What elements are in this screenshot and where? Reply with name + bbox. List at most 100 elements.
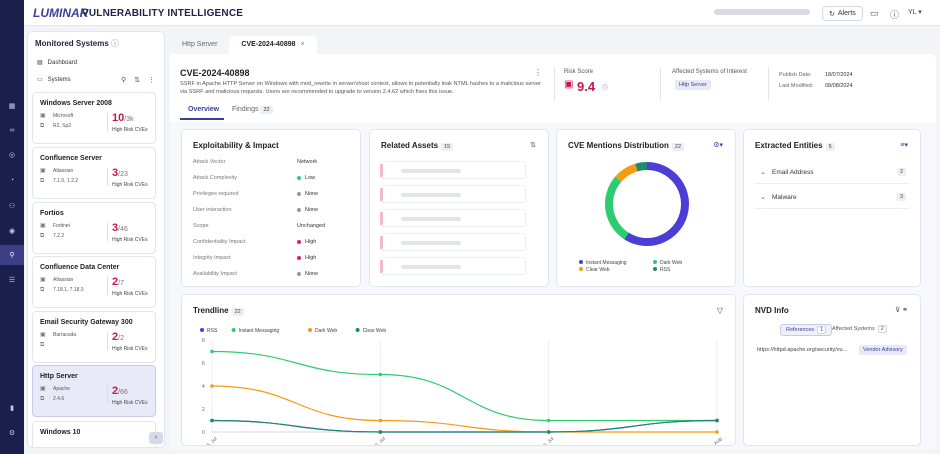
asset-row[interactable] [380,233,526,251]
reference-link[interactable]: https://httpd.apache.org/security/vu... [757,347,848,353]
chevron-down-icon: ⌄ [760,169,766,176]
donut-slice-rss[interactable] [635,162,648,172]
asset-row[interactable] [380,257,526,275]
affected-system-chip[interactable]: Http Server [675,80,711,90]
info-icon[interactable]: ⓘ [890,10,900,20]
vulnerability-icon[interactable]: ⚲ [0,245,24,265]
filter-icon[interactable]: ▽ [716,306,723,315]
close-icon[interactable]: × [300,41,305,48]
high-risk-label: High Risk CVEs [112,127,148,133]
metric-value: None [297,207,318,213]
system-card[interactable]: Windows Server 2008 ▣ Microsoft ⧉ R2, Sp2 … [32,92,156,144]
system-card[interactable]: Fortios ▣ Fortinet ⧉ 7.2.2 3/46 High Risk … [32,202,156,254]
chevron-down-icon: ⌄ [760,194,766,201]
chart-icon[interactable]: ▮ [10,405,14,412]
search-icon[interactable]: ⚲ [120,77,127,84]
sidebar-tools: ⚲ ⇅ ⋮ [121,76,155,84]
legend-label[interactable]: Clear Web [586,267,610,273]
related-assets-panel: Related Assets 15 ⇅ [369,129,549,287]
tab-references[interactable]: References 1 [780,324,833,336]
entity-row[interactable]: ⌄ Malware 3 [754,187,910,209]
sort-icon[interactable]: ⇅ [134,77,140,84]
legend-label[interactable]: Instant Messaging [586,260,627,266]
version-icon: ⧉ [40,396,45,402]
tab-affected-systems[interactable]: Affected Systems 2 [827,324,892,334]
y-tick-label: 0 [202,430,205,436]
metric-label: Privileges required [193,191,239,197]
filter-icon[interactable]: ⊽ ⚭ [895,307,908,314]
legend-label[interactable]: RSS [207,328,218,334]
series-line-clear-web[interactable] [211,419,718,433]
data-point[interactable] [715,418,719,423]
filter-icon[interactable]: ≡▾ [900,142,908,149]
data-point[interactable] [210,384,214,388]
data-point[interactable] [546,418,551,423]
panel-title: Related Assets 15 [381,141,454,151]
modified-date: 08/08/2024 [825,83,853,89]
system-card-selected[interactable]: Http Server ▣ Apache ⧉ 2.4.6 2/66 High Ris… [32,365,156,417]
panel-title: NVD Info [755,306,789,315]
system-vendor: Apache [53,386,70,392]
y-tick-label: 2 [202,407,205,413]
legend-label[interactable]: RSS [660,267,671,273]
network-icon[interactable]: ⚇ [8,203,16,210]
cve-detail: CVE-2024-40898 SSRF in Apache HTTP Serve… [170,54,936,450]
legend-label[interactable]: Clear Web [363,328,387,334]
grid-icon[interactable]: ▦ [8,103,16,110]
info-icon[interactable]: ⓘ [602,86,609,92]
series-line-dark-web[interactable] [211,385,717,433]
asset-row[interactable] [380,161,526,179]
data-point[interactable] [715,430,719,434]
system-card[interactable]: Windows 10 [32,421,156,447]
metric-value: High [297,255,316,261]
location-icon[interactable]: ◉ [8,228,16,235]
sort-icon[interactable]: ⇅ [530,142,536,149]
vendor-icon: ▣ [40,277,46,283]
sidebar-item-dashboard[interactable]: ▤ Dashboard [37,59,78,67]
vendor-icon: ▣ [40,113,46,119]
collapse-sidebar-button[interactable]: ‹ [149,432,163,444]
legend-swatch [231,328,236,332]
donut-slice-clear-web[interactable] [615,163,638,182]
system-card[interactable]: Email Security Gateway 300 ▣ Barracuda ⧉ … [32,311,156,363]
panel-title: Exploitability & Impact [193,141,279,150]
data-point[interactable] [378,418,383,423]
data-point[interactable] [210,418,214,423]
settings-icon[interactable]: ⚙▾ [713,142,723,149]
asset-row[interactable] [380,209,526,227]
tab-cve[interactable]: CVE-2024-40898 × [229,36,317,54]
entity-row[interactable]: ⌄ Email Address 2 [754,162,910,184]
data-point[interactable] [546,430,551,434]
legend-label[interactable]: Dark Web [315,328,337,334]
donut-chart: Instant Messaging Dark Web Clear Web RSS [579,162,689,273]
gear-icon[interactable]: ⚙ [8,430,16,437]
donut-slice-dark-web[interactable] [605,176,629,240]
status-dot [297,272,301,276]
data-point[interactable] [210,349,214,354]
system-card[interactable]: Confluence Data Center ▣ Atlassian ⧉ 7.18.… [32,256,156,308]
chat-icon[interactable]: ▭ [870,8,879,18]
system-card[interactable]: Confluence Server ▣ Atlassian ⧉ 7.1.0, 1.2… [32,147,156,199]
data-point[interactable] [378,430,383,434]
tab-overview[interactable]: Overview [188,106,220,113]
asset-row[interactable] [380,185,526,203]
alerts-button[interactable]: ↻ Alerts [822,6,863,21]
tab-http-server[interactable]: Http Server [182,41,218,48]
more-icon[interactable]: ⋮ [534,68,542,77]
account-selector[interactable] [714,9,810,15]
legend-label[interactable]: Instant Messaging [239,328,280,334]
compass-icon[interactable]: ◎ [8,152,16,159]
radar-icon[interactable]: ◔ [9,176,15,184]
data-point[interactable] [378,372,383,377]
tab-findings[interactable]: Findings 22 [232,106,273,114]
user-avatar[interactable]: YL ▾ [908,9,922,16]
high-risk-count: 2/7 [112,276,124,288]
legend-label[interactable]: Dark Web [660,260,682,266]
database-icon[interactable]: ☰ [8,277,16,284]
more-icon[interactable]: ⋮ [148,77,155,84]
sidebar-item-systems[interactable]: ▭ Systems [37,76,71,84]
donut-slice-instant-messaging[interactable] [624,162,689,246]
status-dot [297,208,301,212]
series-line-instant-messaging[interactable] [211,350,717,422]
binoculars-icon[interactable]: ∞ [9,126,15,134]
